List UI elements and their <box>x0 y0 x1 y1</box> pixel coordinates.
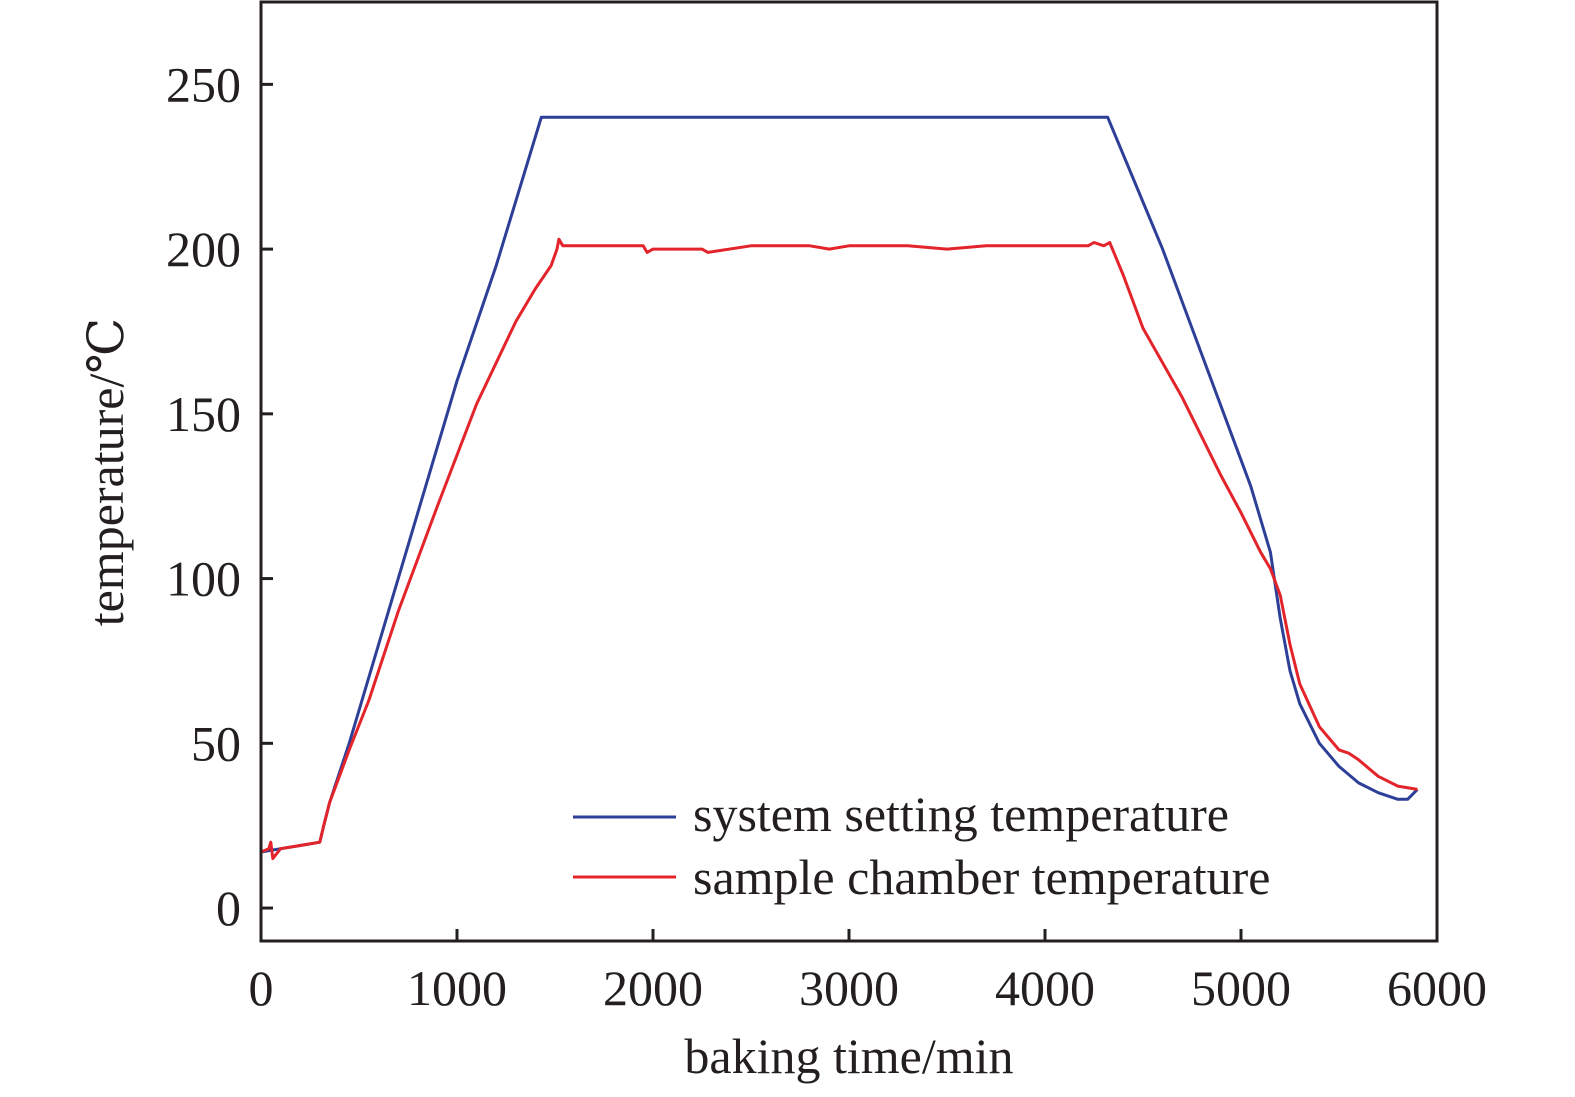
y-tick-label: 250 <box>166 56 241 112</box>
series-layer <box>261 117 1417 858</box>
x-tick-label: 4000 <box>995 960 1095 1016</box>
legend-label-sample-chamber: sample chamber temperature <box>693 849 1271 905</box>
x-tick-label: 3000 <box>799 960 899 1016</box>
temperature-chart: 0 1000 2000 3000 4000 5000 6000 0 50 100 150 200 250… <box>0 0 1575 1097</box>
series-line-system-setting <box>261 117 1417 852</box>
x-axis-title: baking time/min <box>684 1028 1013 1084</box>
legend: system setting temperature sample chamber… <box>573 786 1271 905</box>
x-tick-label: 5000 <box>1191 960 1291 1016</box>
legend-label-system-setting: system setting temperature <box>693 786 1229 842</box>
series-line-sample-chamber <box>261 239 1417 858</box>
x-tick-label: 2000 <box>603 960 703 1016</box>
y-tick-label: 200 <box>166 221 241 277</box>
y-tick-label: 0 <box>216 880 241 936</box>
y-tick-label: 50 <box>191 715 241 771</box>
x-tick-label: 0 <box>249 960 274 1016</box>
y-tick-label: 100 <box>166 551 241 607</box>
y-tick-label: 150 <box>166 386 241 442</box>
y-axis-title: temperature/℃ <box>78 318 134 627</box>
x-tick-label: 6000 <box>1387 960 1487 1016</box>
x-tick-label: 1000 <box>407 960 507 1016</box>
